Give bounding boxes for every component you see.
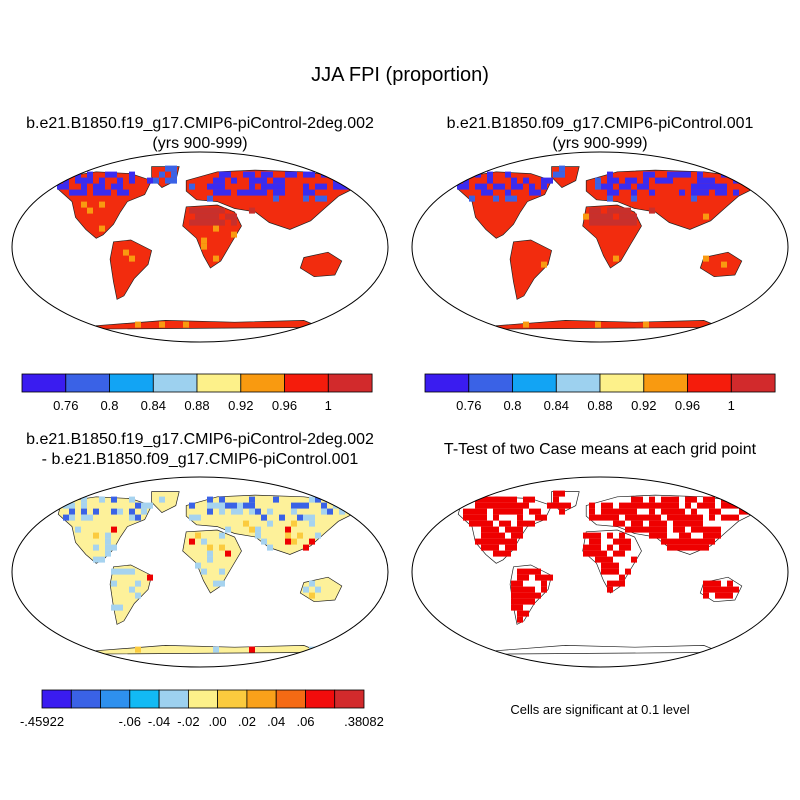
diff-colorbar: -.45922 -.06 -.04 -.02 .00 .02 .04 .06 .38082 xyxy=(20,689,384,729)
colorbar-tick-label: 0.84 xyxy=(141,398,166,413)
case-colorbar-left: 0.76 0.8 0.84 0.88 0.92 0.96 1 xyxy=(21,373,373,413)
continent-north-america xyxy=(457,171,553,239)
colorbar-tick-label: .38082 xyxy=(344,714,384,729)
colorbar-tick-label: 0.88 xyxy=(587,398,612,413)
panel-1-map xyxy=(11,151,389,343)
colorbar-tick-label: 0.92 xyxy=(631,398,656,413)
continent-south-america xyxy=(109,239,153,300)
colorbar-tick-label: .04 xyxy=(267,714,285,729)
panel-2-title-line2: (yrs 900-999) xyxy=(552,135,648,152)
colorbar-tick-label: -.02 xyxy=(177,714,199,729)
colorbar-swatch xyxy=(424,373,470,393)
panel-2-map xyxy=(411,151,789,343)
panel-1-title: b.e21.B1850.f19_g17.CMIP6-piControl-2deg… xyxy=(0,114,400,154)
colorbar-tick-label: 0.96 xyxy=(675,398,700,413)
colorbar-tick-label: 0.8 xyxy=(503,398,521,413)
panel-2-title: b.e21.B1850.f09_g17.CMIP6-piControl.001 … xyxy=(400,114,800,154)
colorbar-swatch xyxy=(246,689,277,709)
significance-note: Cells are significant at 0.1 level xyxy=(510,702,690,717)
continent-south-america xyxy=(509,239,553,300)
colorbar-tick-label: 0.88 xyxy=(184,398,209,413)
colorbar-swatch xyxy=(240,373,286,393)
colorbar-swatch xyxy=(275,689,306,709)
panel-4-map xyxy=(411,476,789,668)
colorbar-tick-label: 0.76 xyxy=(456,398,481,413)
colorbar-swatch xyxy=(327,373,373,393)
continent-greenland xyxy=(151,491,180,514)
colorbar-swatch xyxy=(643,373,688,393)
panel-3-title: b.e21.B1850.f19_g17.CMIP6-piControl-2deg… xyxy=(0,430,400,470)
colorbar-tick-label: -.04 xyxy=(148,714,170,729)
colorbar-swatch xyxy=(21,373,67,393)
colorbar-swatch xyxy=(512,373,557,393)
colorbar-swatch xyxy=(109,373,154,393)
colorbar-swatch xyxy=(468,373,513,393)
colorbar-swatch xyxy=(217,689,248,709)
colorbar-swatch xyxy=(599,373,645,393)
colorbar-swatch xyxy=(152,373,198,393)
colorbar-swatch xyxy=(730,373,776,393)
colorbar-swatch xyxy=(70,689,102,709)
panel-3-title-line1: b.e21.B1850.f19_g17.CMIP6-piControl-2deg… xyxy=(26,431,374,448)
colorbar-swatch xyxy=(187,689,219,709)
colorbar-swatch xyxy=(305,689,336,709)
continent-antarctica xyxy=(478,645,722,655)
panel-2-title-line1: b.e21.B1850.f09_g17.CMIP6-piControl.001 xyxy=(446,115,754,132)
panel-4-title: T-Test of two Case means at each grid po… xyxy=(400,440,800,460)
colorbar-tick-label: -.06 xyxy=(119,714,141,729)
colorbar-tick-label: 0.8 xyxy=(100,398,118,413)
continent-antarctica xyxy=(78,320,322,330)
colorbar-swatch xyxy=(284,373,329,393)
colorbar-swatch xyxy=(196,373,242,393)
colorbar-swatch xyxy=(687,373,732,393)
colorbar-swatch xyxy=(100,689,131,709)
colorbar-swatch xyxy=(129,689,160,709)
colorbar-tick-label: 0.76 xyxy=(53,398,78,413)
colorbar-tick-label: 0.84 xyxy=(544,398,569,413)
colorbar-swatch xyxy=(65,373,111,393)
colorbar-tick-label: 1 xyxy=(325,398,332,413)
map-border xyxy=(11,151,389,343)
continent-antarctica xyxy=(78,645,322,655)
map-border xyxy=(11,476,389,668)
colorbar-tick-label: .06 xyxy=(296,714,314,729)
colorbar-tick-label: .02 xyxy=(238,714,256,729)
map-border xyxy=(411,151,789,343)
map-border xyxy=(411,476,789,668)
colorbar-tick-label: 0.92 xyxy=(228,398,253,413)
colorbar-tick-label: .00 xyxy=(209,714,227,729)
panel-1-title-line2: (yrs 900-999) xyxy=(152,135,248,152)
colorbar-swatch xyxy=(555,373,601,393)
colorbar-swatch xyxy=(158,689,189,709)
colorbar-swatch xyxy=(334,689,365,709)
panel-3-title-line2: - b.e21.B1850.f09_g17.CMIP6-piControl.00… xyxy=(41,451,359,468)
colorbar-tick-label: 0.96 xyxy=(272,398,297,413)
panel-3-map xyxy=(11,476,389,668)
colorbar-tick-label: 1 xyxy=(728,398,735,413)
panel-1-title-line1: b.e21.B1850.f19_g17.CMIP6-piControl-2deg… xyxy=(26,115,374,132)
panel-4-title-line1: T-Test of two Case means at each grid po… xyxy=(443,441,757,458)
continent-australia xyxy=(299,251,343,278)
colorbar-tick-label: -.45922 xyxy=(20,714,64,729)
case-colorbar-right: 0.76 0.8 0.84 0.88 0.92 0.96 1 xyxy=(424,373,776,413)
colorbar-swatch xyxy=(41,689,72,709)
figure-title: JJA FPI (proportion) xyxy=(311,64,489,86)
